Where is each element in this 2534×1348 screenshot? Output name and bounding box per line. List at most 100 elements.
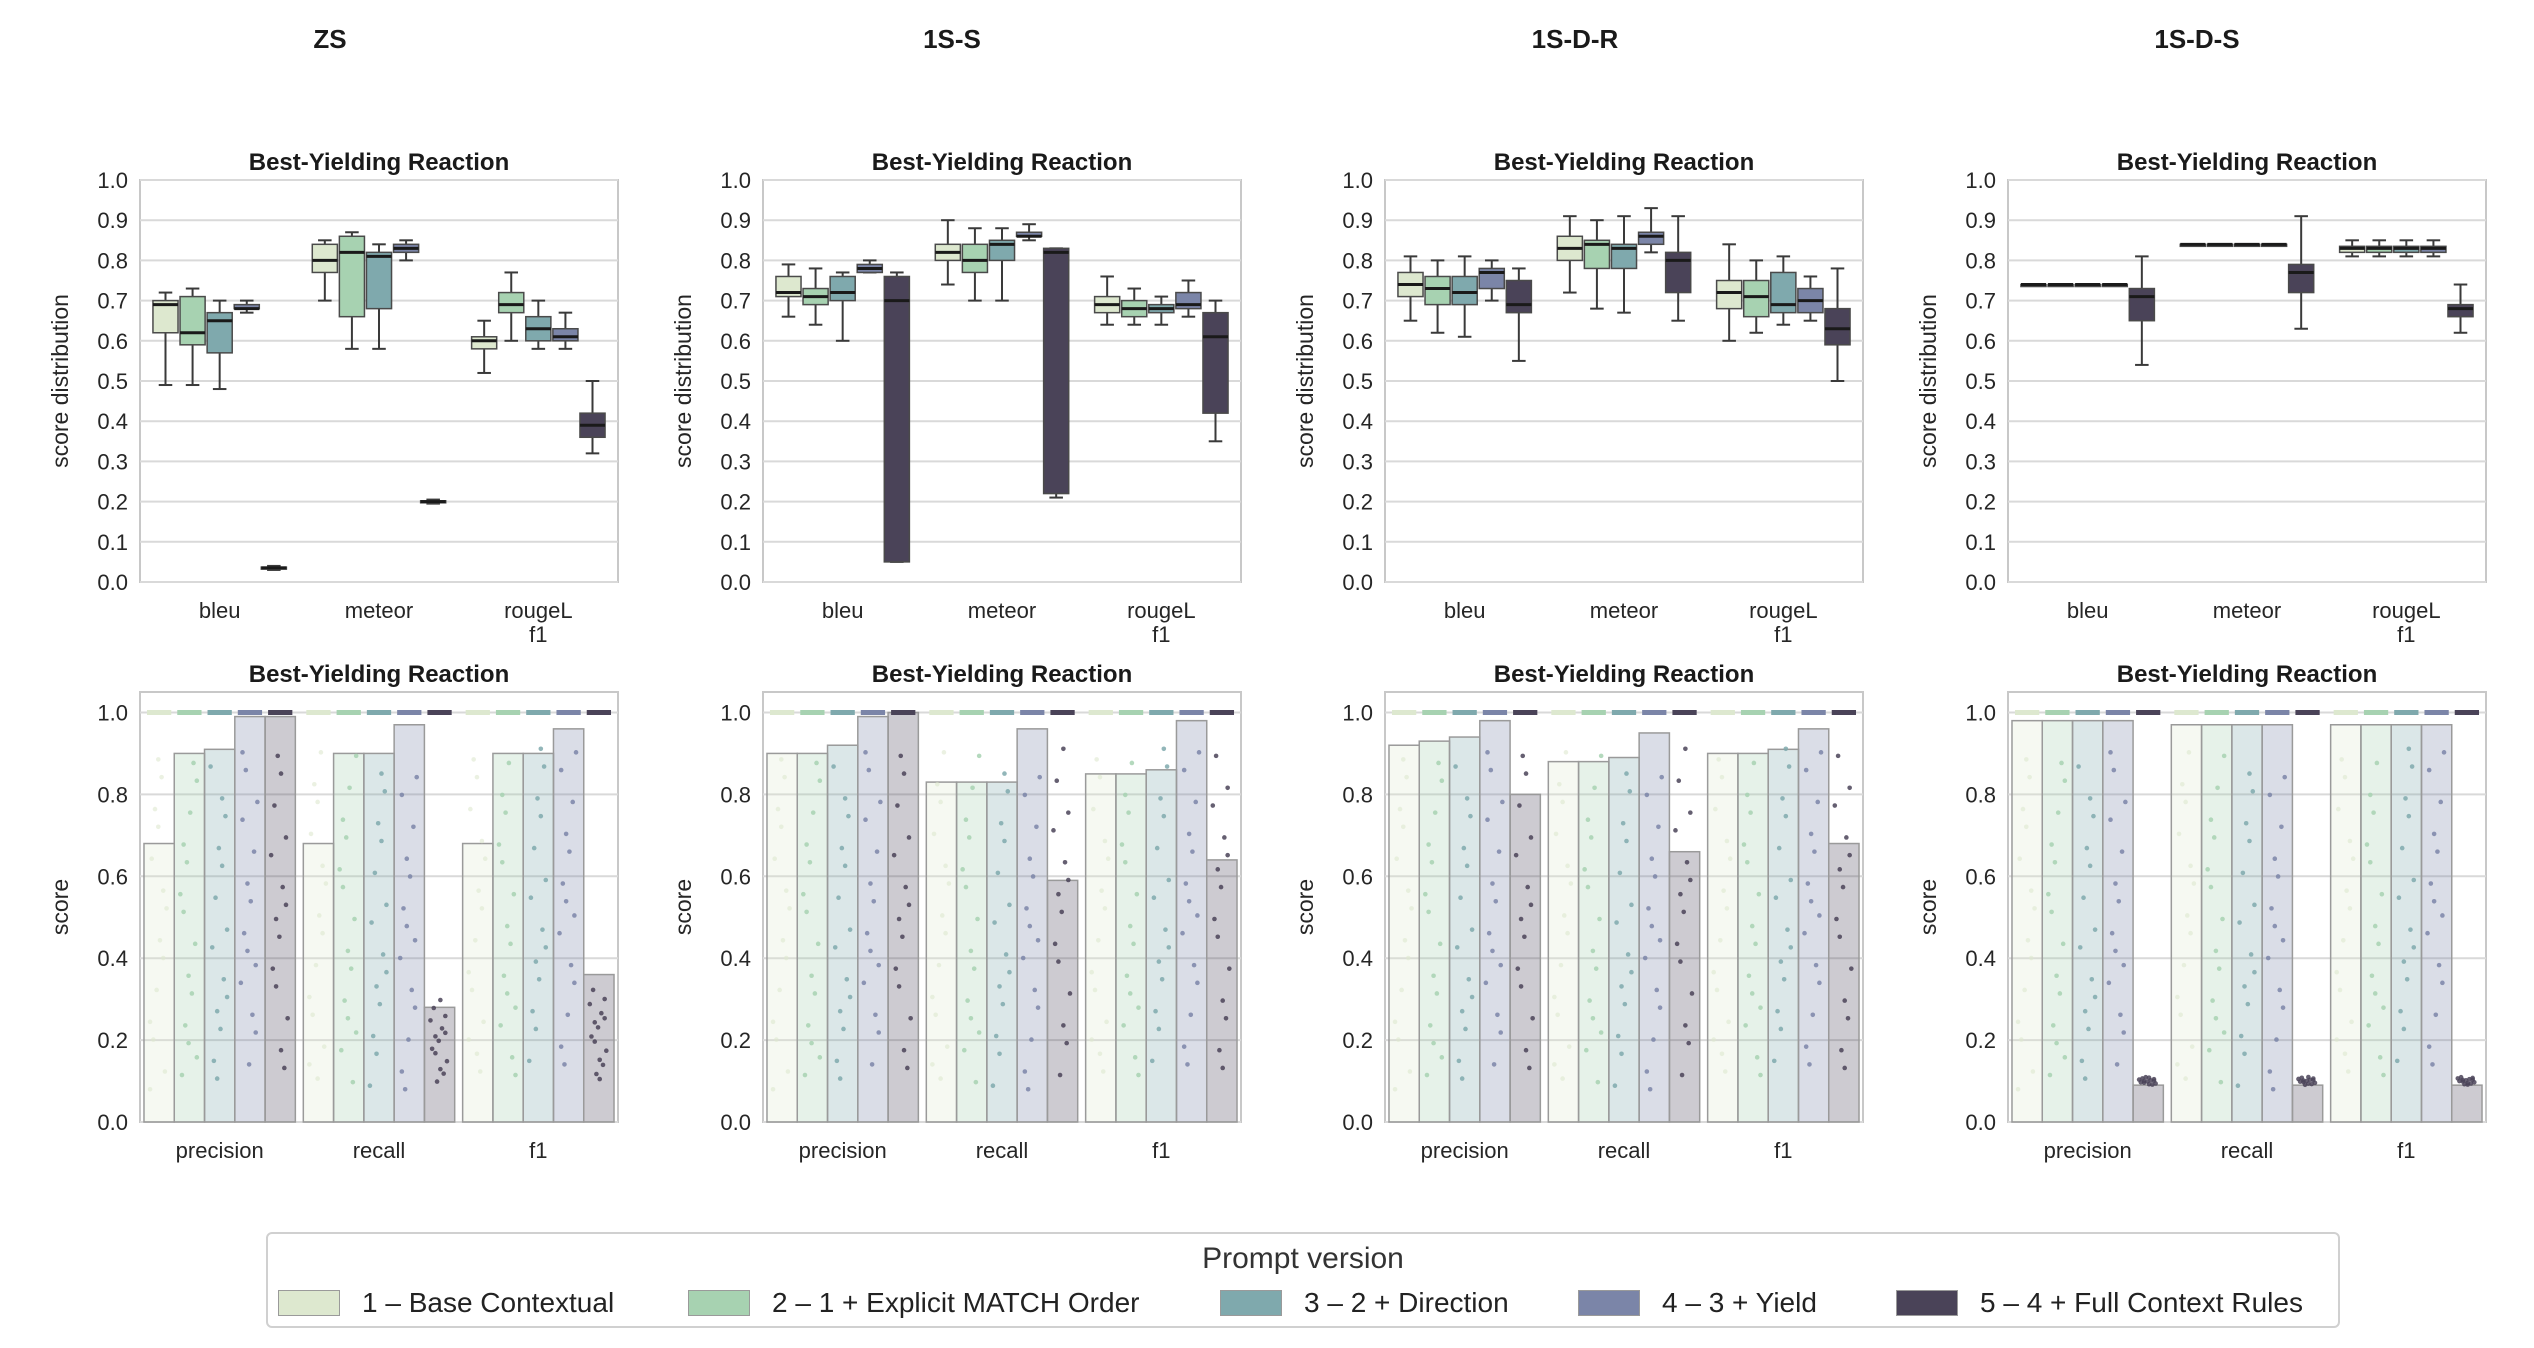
legend-label-3: 3 – 2 + Direction (1304, 1287, 1509, 1318)
p7-score-point (2440, 913, 2445, 918)
p4-score-point (479, 906, 485, 911)
p5-score-point (995, 870, 1001, 876)
p7-score-point (2208, 817, 2214, 823)
p4-score-point (278, 771, 284, 776)
p6-score-point (1783, 813, 1789, 819)
p4-score-point (406, 1037, 411, 1042)
p5-score-point (841, 1026, 846, 1032)
p3-xtick-label: f1 (2397, 622, 2415, 647)
p5-score-point (1007, 969, 1012, 975)
p6-score-point (1585, 817, 1591, 823)
p4-score-point (219, 796, 225, 801)
p7-score-point (2438, 799, 2444, 805)
p6-score-point (1847, 785, 1852, 791)
p5-score-point (846, 813, 851, 819)
p5-score-point (1022, 1069, 1028, 1074)
p7-score-point (2087, 863, 2093, 869)
p7-bar-series-3 (2231, 724, 2263, 1123)
p5-score-point (930, 1062, 935, 1067)
p6-bar-series-1 (1388, 744, 1421, 1123)
p0-ytick-label: 0.5 (97, 369, 128, 394)
p7-score-point (2025, 937, 2031, 943)
p1-xtick-label: bleu (822, 598, 864, 623)
p5-score-point (976, 1030, 982, 1035)
p6-score-point (1832, 803, 1838, 808)
p6-score-point (1597, 916, 1602, 922)
p4-panel-title: Best-Yielding Reaction (249, 661, 509, 688)
p6-score-point (1688, 877, 1693, 883)
p5-score-point (809, 1040, 814, 1046)
p6-score-point (1405, 955, 1411, 961)
p6-score-point (1592, 785, 1597, 791)
p2-xtick-label: meteor (1590, 598, 1658, 623)
p7-bar-series-1 (2329, 724, 2362, 1123)
p5-score-point (966, 835, 972, 840)
p6-score-point (1656, 824, 1661, 830)
p5-score-point (1122, 859, 1128, 865)
p5-score-point (906, 902, 912, 908)
p4-score-point (253, 1030, 259, 1035)
p6-score-point (1423, 891, 1428, 897)
p5-score-point (812, 991, 818, 996)
p6-score-point (1834, 916, 1839, 922)
p4-ytick-label: 0.8 (97, 782, 128, 807)
p5-score-point (997, 984, 1002, 989)
p5-score-point (1091, 806, 1096, 812)
p4-score-point (340, 817, 346, 823)
p7-score-point (2265, 955, 2271, 961)
p3-panel-title: Best-Yielding Reaction (2117, 149, 2377, 176)
p5-score-point (1061, 746, 1066, 752)
p4-score-point (434, 1079, 440, 1084)
p6-score-point (1500, 799, 1505, 805)
p5-score-point (946, 881, 952, 886)
p5-score-point (1163, 927, 1168, 932)
p4-score-point (310, 1012, 315, 1018)
p3-xtick-label: rougeL (2372, 598, 2441, 623)
legend: Prompt version 1 – Base Contextual 2 – 1… (266, 1232, 2340, 1328)
p4-ytick-label: 0.0 (97, 1110, 128, 1135)
p4-bar-series-4 (234, 715, 266, 1123)
p5-score-point (1220, 998, 1226, 1003)
p0-ytick-label: 0.0 (97, 570, 128, 595)
p5-score-point (869, 1062, 875, 1067)
p6-score-point (1399, 987, 1404, 993)
p7-score-point (2376, 941, 2381, 947)
p4-score-point (595, 1025, 601, 1030)
p4-bar-series-1 (143, 842, 176, 1123)
p7-score-point (2081, 895, 2086, 901)
p0-box-series-2 (338, 235, 366, 318)
p6-score-point (1837, 934, 1843, 940)
p6-score-point (1496, 849, 1502, 854)
p5-score-point (817, 1055, 823, 1060)
p5-score-point (1054, 778, 1060, 784)
p2-ytick-label: 0.3 (1342, 449, 1373, 474)
p5-score-point (990, 1083, 996, 1088)
p4-score-point (270, 966, 276, 971)
p4-score-point (404, 856, 410, 862)
p2-box-series-2 (1424, 275, 1451, 306)
p0-ytick-label: 0.2 (97, 490, 128, 515)
p0-xtick-label: f1 (529, 622, 547, 647)
p0-box-series-3 (365, 251, 393, 310)
p4-score-point (438, 997, 443, 1003)
p4-score-point (321, 1044, 327, 1049)
p5-score-point (801, 891, 806, 897)
p6-score-point (1557, 781, 1562, 787)
p4-score-point (241, 930, 247, 936)
p6-score-point (1495, 1012, 1500, 1018)
p4-score-point (157, 937, 163, 943)
p7-score-point (2245, 1001, 2251, 1007)
p5-ytick-label: 0.2 (720, 1028, 751, 1053)
p6-score-point (1498, 1030, 1504, 1035)
p7-score-point (2141, 1078, 2147, 1084)
p5-score-point (903, 884, 908, 890)
p5-bar-series-4 (857, 715, 889, 1123)
p0-ytick-label: 0.3 (97, 449, 128, 474)
p6-score-point (1587, 998, 1592, 1003)
p4-score-point (479, 838, 485, 844)
p7-score-point (2113, 948, 2118, 954)
p5-score-point (1092, 987, 1098, 993)
p4-score-point (466, 969, 472, 975)
p5-score-point (1186, 898, 1192, 904)
p5-bar-series-3 (1145, 769, 1178, 1123)
